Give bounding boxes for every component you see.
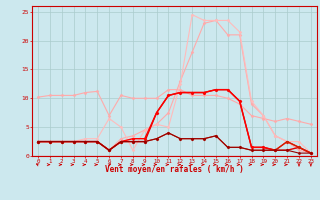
X-axis label: Vent moyen/en rafales ( km/h ): Vent moyen/en rafales ( km/h ) [105,165,244,174]
